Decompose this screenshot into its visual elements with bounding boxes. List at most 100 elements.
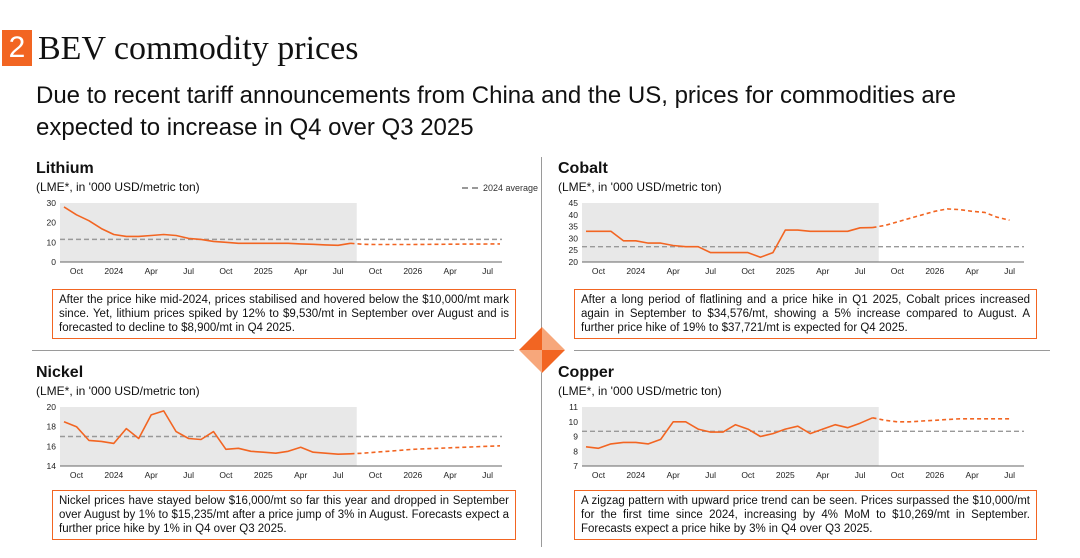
forecast-series-line [872,417,1010,423]
x-tick-label: Apr [444,470,457,480]
page-subtitle: Due to recent tariff announcements from … [36,82,957,141]
section-number-badge: 2 [2,30,32,66]
nickel-note: Nickel prices have stayed below $16,000/… [52,490,516,540]
y-tick-label: 20 [47,402,57,412]
x-tick-label: Oct [891,470,905,480]
nickel-chart: 14 16 18 20 Oct 2024 Apr Jul Oct 2025 Apr Jul Oct 202… [47,402,502,480]
x-tick-label: Apr [816,470,829,480]
history-shading [60,203,357,262]
x-tick-label: 2026 [403,470,422,480]
x-tick-label: Jul [183,266,194,276]
x-tick-label: Oct [369,266,383,276]
panel-title: Cobalt [558,160,608,177]
lithium-note: After the price hike mid-2024, prices st… [52,289,516,339]
x-tick-label: Oct [219,470,233,480]
x-tick-label: Oct [70,470,84,480]
x-tick-label: 2025 [776,266,795,276]
copper-note: A zigzag pattern with upward price trend… [574,490,1037,540]
y-tick-label: 30 [569,233,579,243]
x-tick-label: Oct [592,266,606,276]
x-tick-label: 2026 [925,470,944,480]
page-title: BEV commodity prices [38,30,359,67]
x-tick-label: 2024 [104,266,123,276]
x-tick-label: 2025 [254,470,273,480]
x-tick-label: Apr [667,470,680,480]
history-series-line [585,417,873,450]
x-tick-label: Jul [183,470,194,480]
panel-lithium: Lithium (LME*, in '000 USD/metric ton) 2… [36,160,538,276]
y-tick-label: 40 [569,210,579,220]
x-tick-label: Jul [855,266,866,276]
y-tick-label: 30 [47,198,57,208]
y-tick-label: 20 [569,257,579,267]
horizontal-divider-left [32,350,514,351]
x-tick-label: Jul [705,470,716,480]
diamond-logo-icon [519,327,565,373]
y-tick-label: 18 [47,422,57,432]
x-tick-label: Apr [294,266,307,276]
x-tick-label: Jul [1004,266,1015,276]
x-tick-label: 2026 [403,266,422,276]
panel-unit: (LME*, in '000 USD/metric ton) [36,180,200,194]
x-tick-label: Jul [855,470,866,480]
panel-title: Nickel [36,364,84,381]
y-tick-label: 10 [47,237,57,247]
y-tick-label: 14 [47,461,57,471]
y-tick-label: 0 [51,257,56,267]
y-tick-label: 25 [569,245,579,255]
panel-title: Copper [558,364,614,381]
panel-copper: Copper (LME*, in '000 USD/metric ton) 7 8… [558,364,1048,480]
x-tick-label: Jul [482,266,493,276]
panel-unit: (LME*, in '000 USD/metric ton) [558,384,722,398]
x-tick-label: Apr [966,470,979,480]
panel-title: Lithium [36,160,94,177]
y-tick-label: 11 [569,402,578,412]
x-tick-label: Oct [70,266,84,276]
x-tick-label: Apr [294,470,307,480]
y-tick-label: 35 [569,222,579,232]
y-tick-label: 10 [569,417,579,427]
chart-legend: 2024 average [461,183,538,193]
x-tick-label: Oct [219,266,233,276]
x-tick-label: Oct [891,266,905,276]
x-tick-label: Apr [145,470,158,480]
x-tick-label: Apr [444,266,457,276]
forecast-series-line [350,242,501,246]
x-tick-label: Jul [482,470,493,480]
forecast-series-line [872,208,1010,229]
y-tick-label: 9 [573,432,578,442]
history-series-line [63,206,351,247]
x-tick-label: 2026 [925,266,944,276]
x-tick-label: Oct [741,266,755,276]
history-series-line [586,226,873,259]
panel-nickel: Nickel (LME*, in '000 USD/metric ton) 14… [36,364,526,480]
y-tick-label: 20 [47,218,57,228]
x-tick-label: Oct [741,470,755,480]
x-tick-label: 2025 [254,266,273,276]
x-tick-label: Apr [816,266,829,276]
x-tick-label: Jul [333,470,344,480]
forecast-series-line [350,445,501,455]
legend-label: 2024 average [482,183,538,193]
x-tick-label: Oct [592,470,606,480]
horizontal-divider-right [574,350,1050,351]
x-tick-label: Apr [667,266,680,276]
panel-unit: (LME*, in '000 USD/metric ton) [558,180,722,194]
copper-chart: 7 8 9 10 11 Oct 2024 Apr Jul Oct 2025 Apr Jul Oct 2026… [569,402,1024,480]
x-tick-label: Apr [966,266,979,276]
x-tick-label: Oct [369,470,383,480]
panel-unit: (LME*, in '000 USD/metric ton) [36,384,200,398]
x-tick-label: 2024 [626,266,645,276]
x-tick-label: 2025 [776,470,795,480]
x-tick-label: 2024 [104,470,123,480]
x-tick-label: 2024 [626,470,645,480]
panel-cobalt: Cobalt (LME*, in '000 USD/metric ton) 20… [558,160,1048,276]
x-tick-label: Jul [705,266,716,276]
x-tick-label: Apr [145,266,158,276]
history-shading [582,407,879,466]
x-tick-label: Jul [333,266,344,276]
legend-dash-icon [461,187,478,189]
y-tick-label: 45 [569,198,579,208]
cobalt-note: After a long period of flatlining and a … [574,289,1037,339]
